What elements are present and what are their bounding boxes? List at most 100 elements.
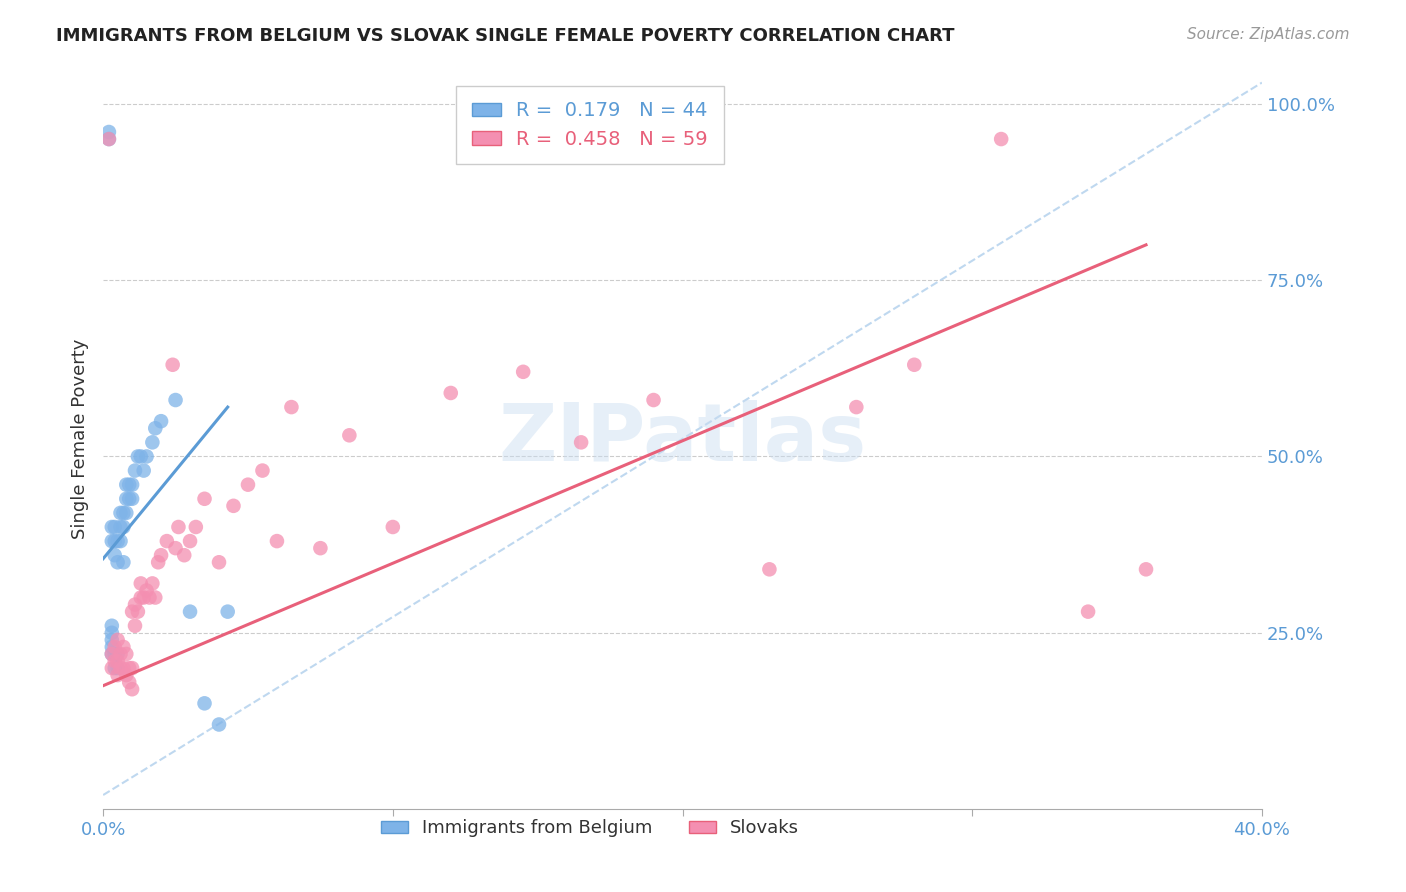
Point	[440, 386, 463, 401]
Point	[110, 506, 132, 520]
Point	[101, 661, 124, 675]
Point	[141, 576, 163, 591]
Legend: Immigrants from Belgium, Slovaks: Immigrants from Belgium, Slovaks	[374, 812, 806, 845]
Point	[115, 491, 138, 506]
Point	[97, 132, 120, 146]
Point	[132, 464, 155, 478]
Text: Source: ZipAtlas.com: Source: ZipAtlas.com	[1187, 27, 1350, 42]
Point	[110, 661, 132, 675]
Point	[118, 675, 141, 690]
Point	[107, 647, 129, 661]
Point	[132, 591, 155, 605]
Point	[179, 605, 201, 619]
Point	[162, 358, 184, 372]
Point	[107, 534, 129, 549]
Point	[141, 435, 163, 450]
Point	[104, 654, 127, 668]
Point	[101, 534, 124, 549]
Text: ZIPatlas: ZIPatlas	[498, 400, 866, 478]
Point	[165, 541, 187, 556]
Point	[266, 534, 288, 549]
Point	[101, 647, 124, 661]
Point	[124, 464, 146, 478]
Point	[101, 632, 124, 647]
Point	[236, 477, 259, 491]
Point	[121, 477, 143, 491]
Point	[107, 661, 129, 675]
Point	[118, 661, 141, 675]
Point	[112, 520, 135, 534]
Point	[115, 668, 138, 682]
Point	[118, 477, 141, 491]
Point	[643, 392, 665, 407]
Point	[112, 661, 135, 675]
Point	[156, 534, 179, 549]
Point	[124, 619, 146, 633]
Point	[193, 696, 215, 710]
Point	[129, 450, 152, 464]
Point	[222, 499, 245, 513]
Point	[110, 520, 132, 534]
Point	[101, 640, 124, 654]
Point	[337, 428, 360, 442]
Point	[129, 591, 152, 605]
Point	[135, 583, 157, 598]
Point	[143, 591, 166, 605]
Point	[758, 562, 780, 576]
Point	[217, 605, 239, 619]
Point	[165, 392, 187, 407]
Point	[121, 661, 143, 675]
Point	[903, 358, 925, 372]
Point	[845, 400, 868, 414]
Point	[104, 534, 127, 549]
Point	[167, 520, 190, 534]
Point	[101, 647, 124, 661]
Point	[101, 619, 124, 633]
Point	[112, 640, 135, 654]
Point	[97, 125, 120, 139]
Point	[280, 400, 302, 414]
Point	[309, 541, 332, 556]
Point	[107, 654, 129, 668]
Point	[208, 555, 231, 569]
Point	[107, 555, 129, 569]
Point	[118, 491, 141, 506]
Point	[127, 450, 149, 464]
Point	[110, 647, 132, 661]
Point	[150, 548, 173, 562]
Point	[512, 365, 534, 379]
Point	[104, 548, 127, 562]
Point	[115, 506, 138, 520]
Point	[1077, 605, 1099, 619]
Point	[101, 520, 124, 534]
Point	[104, 647, 127, 661]
Point	[107, 668, 129, 682]
Point	[112, 555, 135, 569]
Point	[110, 534, 132, 549]
Point	[1135, 562, 1157, 576]
Point	[569, 435, 592, 450]
Point	[104, 520, 127, 534]
Point	[107, 632, 129, 647]
Point	[184, 520, 207, 534]
Point	[121, 491, 143, 506]
Point	[97, 132, 120, 146]
Point	[146, 555, 169, 569]
Point	[121, 682, 143, 697]
Point	[115, 647, 138, 661]
Point	[381, 520, 404, 534]
Point	[104, 661, 127, 675]
Point	[193, 491, 215, 506]
Point	[121, 605, 143, 619]
Point	[135, 450, 157, 464]
Text: IMMIGRANTS FROM BELGIUM VS SLOVAK SINGLE FEMALE POVERTY CORRELATION CHART: IMMIGRANTS FROM BELGIUM VS SLOVAK SINGLE…	[56, 27, 955, 45]
Point	[143, 421, 166, 435]
Y-axis label: Single Female Poverty: Single Female Poverty	[72, 339, 89, 539]
Point	[150, 414, 173, 428]
Point	[129, 576, 152, 591]
Point	[112, 506, 135, 520]
Point	[138, 591, 160, 605]
Point	[252, 464, 274, 478]
Point	[208, 717, 231, 731]
Point	[104, 640, 127, 654]
